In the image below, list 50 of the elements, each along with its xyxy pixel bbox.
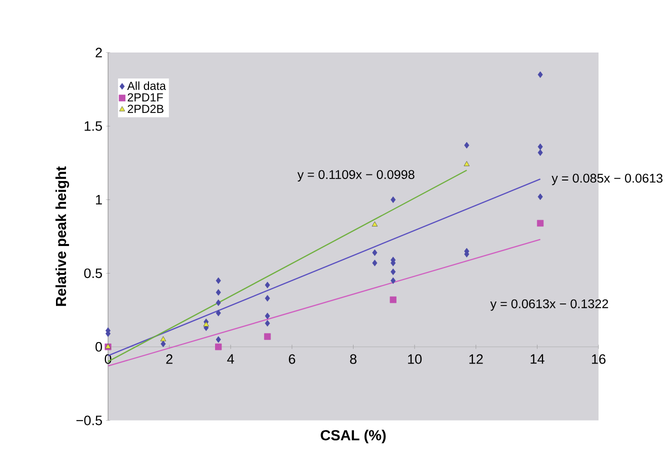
point bbox=[538, 193, 543, 200]
y-tick-label: 2 bbox=[96, 48, 102, 58]
point bbox=[536, 220, 544, 227]
point bbox=[264, 320, 270, 327]
x-tick-label: 10 bbox=[408, 354, 422, 364]
x-axis-title: CSAL (%) bbox=[320, 430, 386, 444]
point bbox=[372, 249, 378, 256]
y-tick-label: 0 bbox=[96, 342, 102, 352]
point bbox=[372, 221, 378, 226]
point bbox=[390, 268, 396, 276]
point bbox=[216, 310, 221, 316]
annotation: y = 0.1109x − 0.0998 bbox=[297, 170, 414, 182]
x-tick-label: 2 bbox=[166, 354, 172, 364]
point bbox=[372, 260, 378, 266]
point bbox=[203, 321, 210, 327]
point bbox=[464, 142, 470, 149]
y-tick-label: 1.5 bbox=[84, 121, 102, 131]
x-tick-label: 12 bbox=[469, 354, 483, 364]
point bbox=[464, 161, 470, 166]
point bbox=[390, 277, 396, 284]
y-tick-label: −0.5 bbox=[76, 416, 102, 426]
y-tick-label: 1 bbox=[96, 195, 102, 204]
point bbox=[216, 277, 221, 284]
y-tick-label: 0.5 bbox=[84, 268, 102, 278]
legend-label: 2PD1F bbox=[128, 93, 163, 102]
annotation: y = 0.085x − 0.0613 bbox=[552, 174, 662, 186]
x-tick-label: 6 bbox=[288, 354, 296, 364]
point bbox=[216, 289, 221, 296]
point bbox=[390, 296, 396, 304]
y-axis-title: Relative peak height bbox=[55, 166, 70, 306]
x-tick-label: 8 bbox=[350, 354, 356, 364]
point bbox=[160, 340, 166, 348]
point bbox=[264, 294, 270, 302]
legend-label: 2PD2B bbox=[128, 104, 164, 113]
point bbox=[390, 196, 396, 204]
legend-label: All data bbox=[127, 81, 166, 90]
point bbox=[216, 299, 221, 306]
point bbox=[264, 333, 271, 340]
point bbox=[538, 149, 543, 156]
annotation: y = 0.0613x − 0.1322 bbox=[490, 299, 608, 311]
point bbox=[216, 336, 221, 343]
x-tick-label: 4 bbox=[227, 354, 234, 364]
point bbox=[264, 312, 270, 320]
point bbox=[215, 344, 222, 350]
point bbox=[160, 336, 166, 342]
x-tick-label: 14 bbox=[530, 354, 544, 364]
point bbox=[264, 282, 270, 288]
x-tick-label: 16 bbox=[592, 354, 606, 364]
point bbox=[538, 71, 543, 78]
point bbox=[538, 143, 543, 150]
